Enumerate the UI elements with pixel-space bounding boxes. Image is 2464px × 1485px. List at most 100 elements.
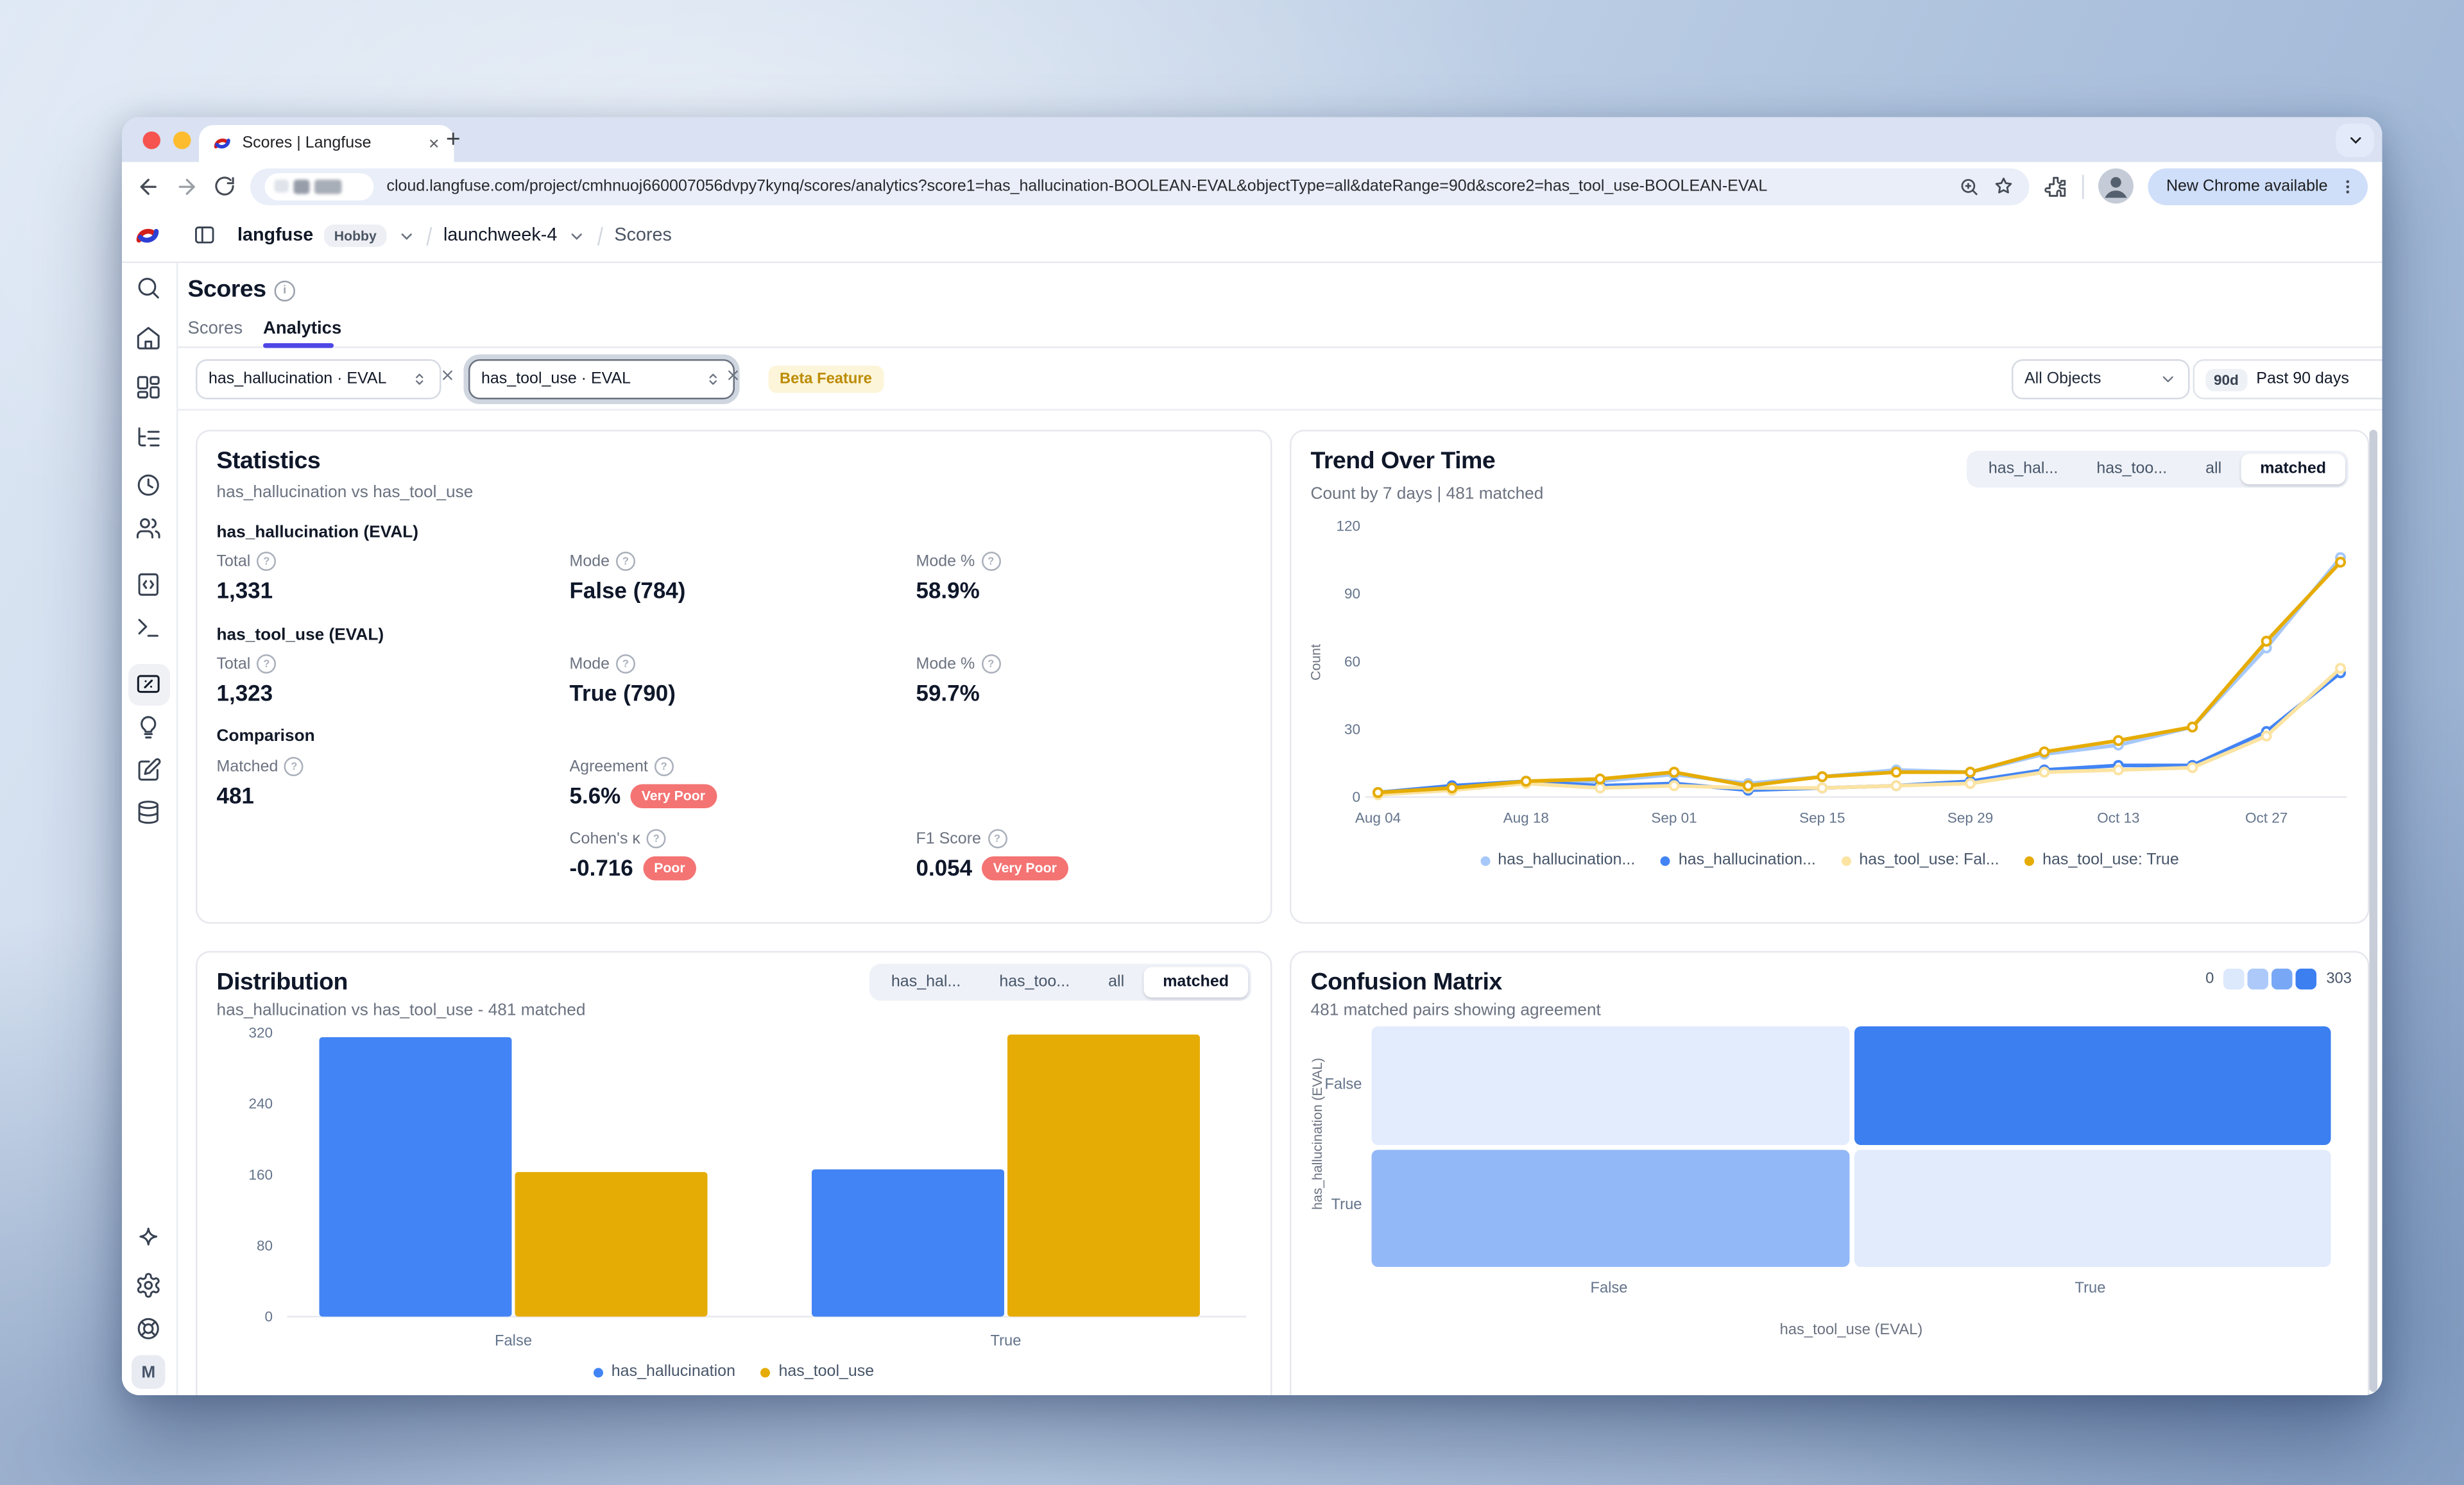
tracing-icon[interactable] bbox=[135, 425, 162, 453]
confusion-subtitle: 481 matched pairs showing agreement bbox=[1310, 1001, 1601, 1020]
tab-analytics[interactable]: Analytics bbox=[263, 319, 342, 339]
zoom-icon[interactable] bbox=[1959, 176, 1980, 197]
trend-tab-all[interactable]: all bbox=[2205, 460, 2222, 479]
browser-window: Scores | Langfuse bbox=[122, 117, 2383, 1395]
close-window-button[interactable] bbox=[142, 132, 160, 149]
minimize-window-button[interactable] bbox=[173, 132, 191, 149]
object-type-select[interactable]: All Objects bbox=[2012, 359, 2190, 400]
home-icon[interactable] bbox=[135, 324, 162, 352]
info-icon[interactable] bbox=[274, 280, 295, 301]
svg-text:Sep 29: Sep 29 bbox=[1947, 810, 1993, 826]
evaluation-icon[interactable] bbox=[135, 714, 162, 742]
help-icon[interactable] bbox=[616, 552, 636, 571]
langfuse-favicon-icon bbox=[212, 133, 233, 155]
help-icon[interactable] bbox=[981, 654, 1001, 674]
distribution-card: Distribution has_hallucination vs has_to… bbox=[196, 951, 1272, 1395]
date-range-badge: 90d bbox=[2205, 368, 2247, 391]
trend-tab-score1[interactable]: has_hal... bbox=[1988, 460, 2058, 479]
close-tab-icon[interactable] bbox=[427, 137, 441, 151]
date-range-select[interactable]: 90d Past 90 days bbox=[2193, 359, 2383, 400]
updown-chevron-icon bbox=[709, 373, 717, 385]
heatmap-cell[interactable] bbox=[1853, 1149, 2331, 1267]
tab-scores[interactable]: Scores bbox=[187, 319, 243, 339]
help-icon[interactable] bbox=[646, 829, 666, 849]
remove-score1-button[interactable] bbox=[440, 368, 456, 384]
user-avatar[interactable]: M bbox=[132, 1355, 166, 1389]
bookmark-star-icon[interactable] bbox=[1993, 175, 2015, 198]
metric-value: 481 bbox=[216, 783, 254, 808]
series-dot-icon bbox=[760, 1367, 771, 1377]
url-bar[interactable]: cloud.langfuse.com/project/cmhnuoj660007… bbox=[250, 167, 2030, 205]
distribution-bar-chart: 0 80 160 240 320 False True bbox=[248, 1026, 1247, 1350]
section-name: has_hallucination (EVAL) bbox=[216, 523, 419, 542]
scale-max: 303 bbox=[2326, 970, 2352, 989]
help-icon[interactable] bbox=[257, 654, 277, 674]
score2-select[interactable]: has_tool_use · EVAL bbox=[468, 359, 735, 400]
heatmap-cell[interactable] bbox=[1371, 1149, 1849, 1267]
tab-search-button[interactable] bbox=[2336, 123, 2374, 157]
remove-score2-button[interactable] bbox=[725, 368, 741, 384]
sessions-icon[interactable] bbox=[135, 471, 162, 499]
extensions-icon[interactable] bbox=[2044, 174, 2069, 198]
score1-select[interactable]: has_hallucination · EVAL bbox=[196, 359, 441, 400]
metric-label: Mode % bbox=[916, 654, 1001, 674]
search-icon[interactable] bbox=[135, 275, 162, 302]
section-name: Comparison bbox=[216, 726, 315, 746]
back-button[interactable] bbox=[137, 174, 161, 198]
kebab-menu-icon[interactable] bbox=[2339, 177, 2357, 195]
metric-label: Mode % bbox=[916, 552, 1001, 571]
trend-tab-group: has_hal... has_too... all matched bbox=[1965, 450, 2348, 488]
tab-title: Scores | Langfuse bbox=[242, 135, 372, 153]
distribution-tab-matched[interactable]: matched bbox=[1143, 967, 1248, 997]
sidebar-toggle-icon[interactable] bbox=[193, 223, 217, 248]
trend-line-chart: 0 30 60 90 120 Aug 04 Aug 18 Sep 01 Sep 15 Sep 29… bbox=[1308, 518, 2347, 826]
metric-value: 0.054 Very Poor bbox=[916, 855, 1068, 881]
datasets-icon[interactable] bbox=[135, 799, 162, 826]
new-chrome-available-button[interactable]: New Chrome available bbox=[2148, 167, 2368, 205]
help-icon[interactable] bbox=[981, 552, 1001, 571]
whats-new-sparkle-icon[interactable] bbox=[135, 1225, 162, 1253]
prompts-icon[interactable] bbox=[135, 571, 162, 598]
help-icon[interactable] bbox=[257, 552, 277, 571]
forward-button[interactable] bbox=[175, 174, 200, 198]
svg-text:80: 80 bbox=[257, 1237, 273, 1253]
heatmap-cell[interactable] bbox=[1371, 1026, 1849, 1144]
row-label: False bbox=[1324, 1076, 1362, 1094]
project-name[interactable]: launchweek-4 bbox=[443, 226, 558, 246]
metric-value: 1,331 bbox=[216, 577, 273, 603]
trend-tab-score2[interactable]: has_too... bbox=[2096, 460, 2168, 479]
langfuse-logo-icon[interactable] bbox=[133, 221, 162, 250]
new-tab-button[interactable] bbox=[443, 128, 464, 149]
trend-tab-matched[interactable]: matched bbox=[2241, 454, 2345, 484]
dashboards-icon[interactable] bbox=[135, 374, 162, 402]
distribution-tab-score1[interactable]: has_hal... bbox=[891, 973, 961, 992]
reload-button[interactable] bbox=[214, 175, 236, 198]
active-tab-underline bbox=[263, 343, 334, 348]
help-icon[interactable] bbox=[616, 654, 636, 674]
playground-icon[interactable] bbox=[135, 615, 162, 642]
users-icon[interactable] bbox=[135, 515, 162, 543]
help-icon[interactable] bbox=[284, 757, 304, 776]
distribution-legend: has_hallucination has_tool_use bbox=[198, 1363, 1271, 1381]
heatmap-cell[interactable] bbox=[1853, 1026, 2331, 1144]
settings-gear-icon[interactable] bbox=[135, 1272, 162, 1300]
project-chevron-down-icon[interactable] bbox=[569, 227, 586, 245]
scrollbar-thumb[interactable] bbox=[2369, 430, 2377, 1392]
scores-icon[interactable] bbox=[135, 670, 162, 698]
support-lifebuoy-icon[interactable] bbox=[135, 1315, 162, 1343]
scale-swatch bbox=[2247, 969, 2269, 990]
profile-avatar[interactable] bbox=[2098, 168, 2134, 204]
browser-tab[interactable]: Scores | Langfuse bbox=[199, 125, 454, 162]
help-icon[interactable] bbox=[987, 829, 1007, 849]
distribution-tab-score2[interactable]: has_too... bbox=[999, 973, 1070, 992]
chevron-down-icon bbox=[2162, 376, 2173, 383]
distribution-tab-all[interactable]: all bbox=[1108, 973, 1125, 992]
browser-toolbar: cloud.langfuse.com/project/cmhnuoj660007… bbox=[122, 162, 2383, 210]
metric-value: 1,323 bbox=[216, 680, 273, 706]
metric-label: F1 Score bbox=[916, 829, 1007, 849]
org-chevron-down-icon[interactable] bbox=[397, 227, 415, 245]
org-name[interactable]: langfuse bbox=[237, 226, 314, 246]
breadcrumb: langfuse Hobby / launchweek-4 / Scores bbox=[237, 210, 672, 262]
annotation-icon[interactable] bbox=[135, 757, 162, 785]
help-icon[interactable] bbox=[654, 757, 674, 776]
